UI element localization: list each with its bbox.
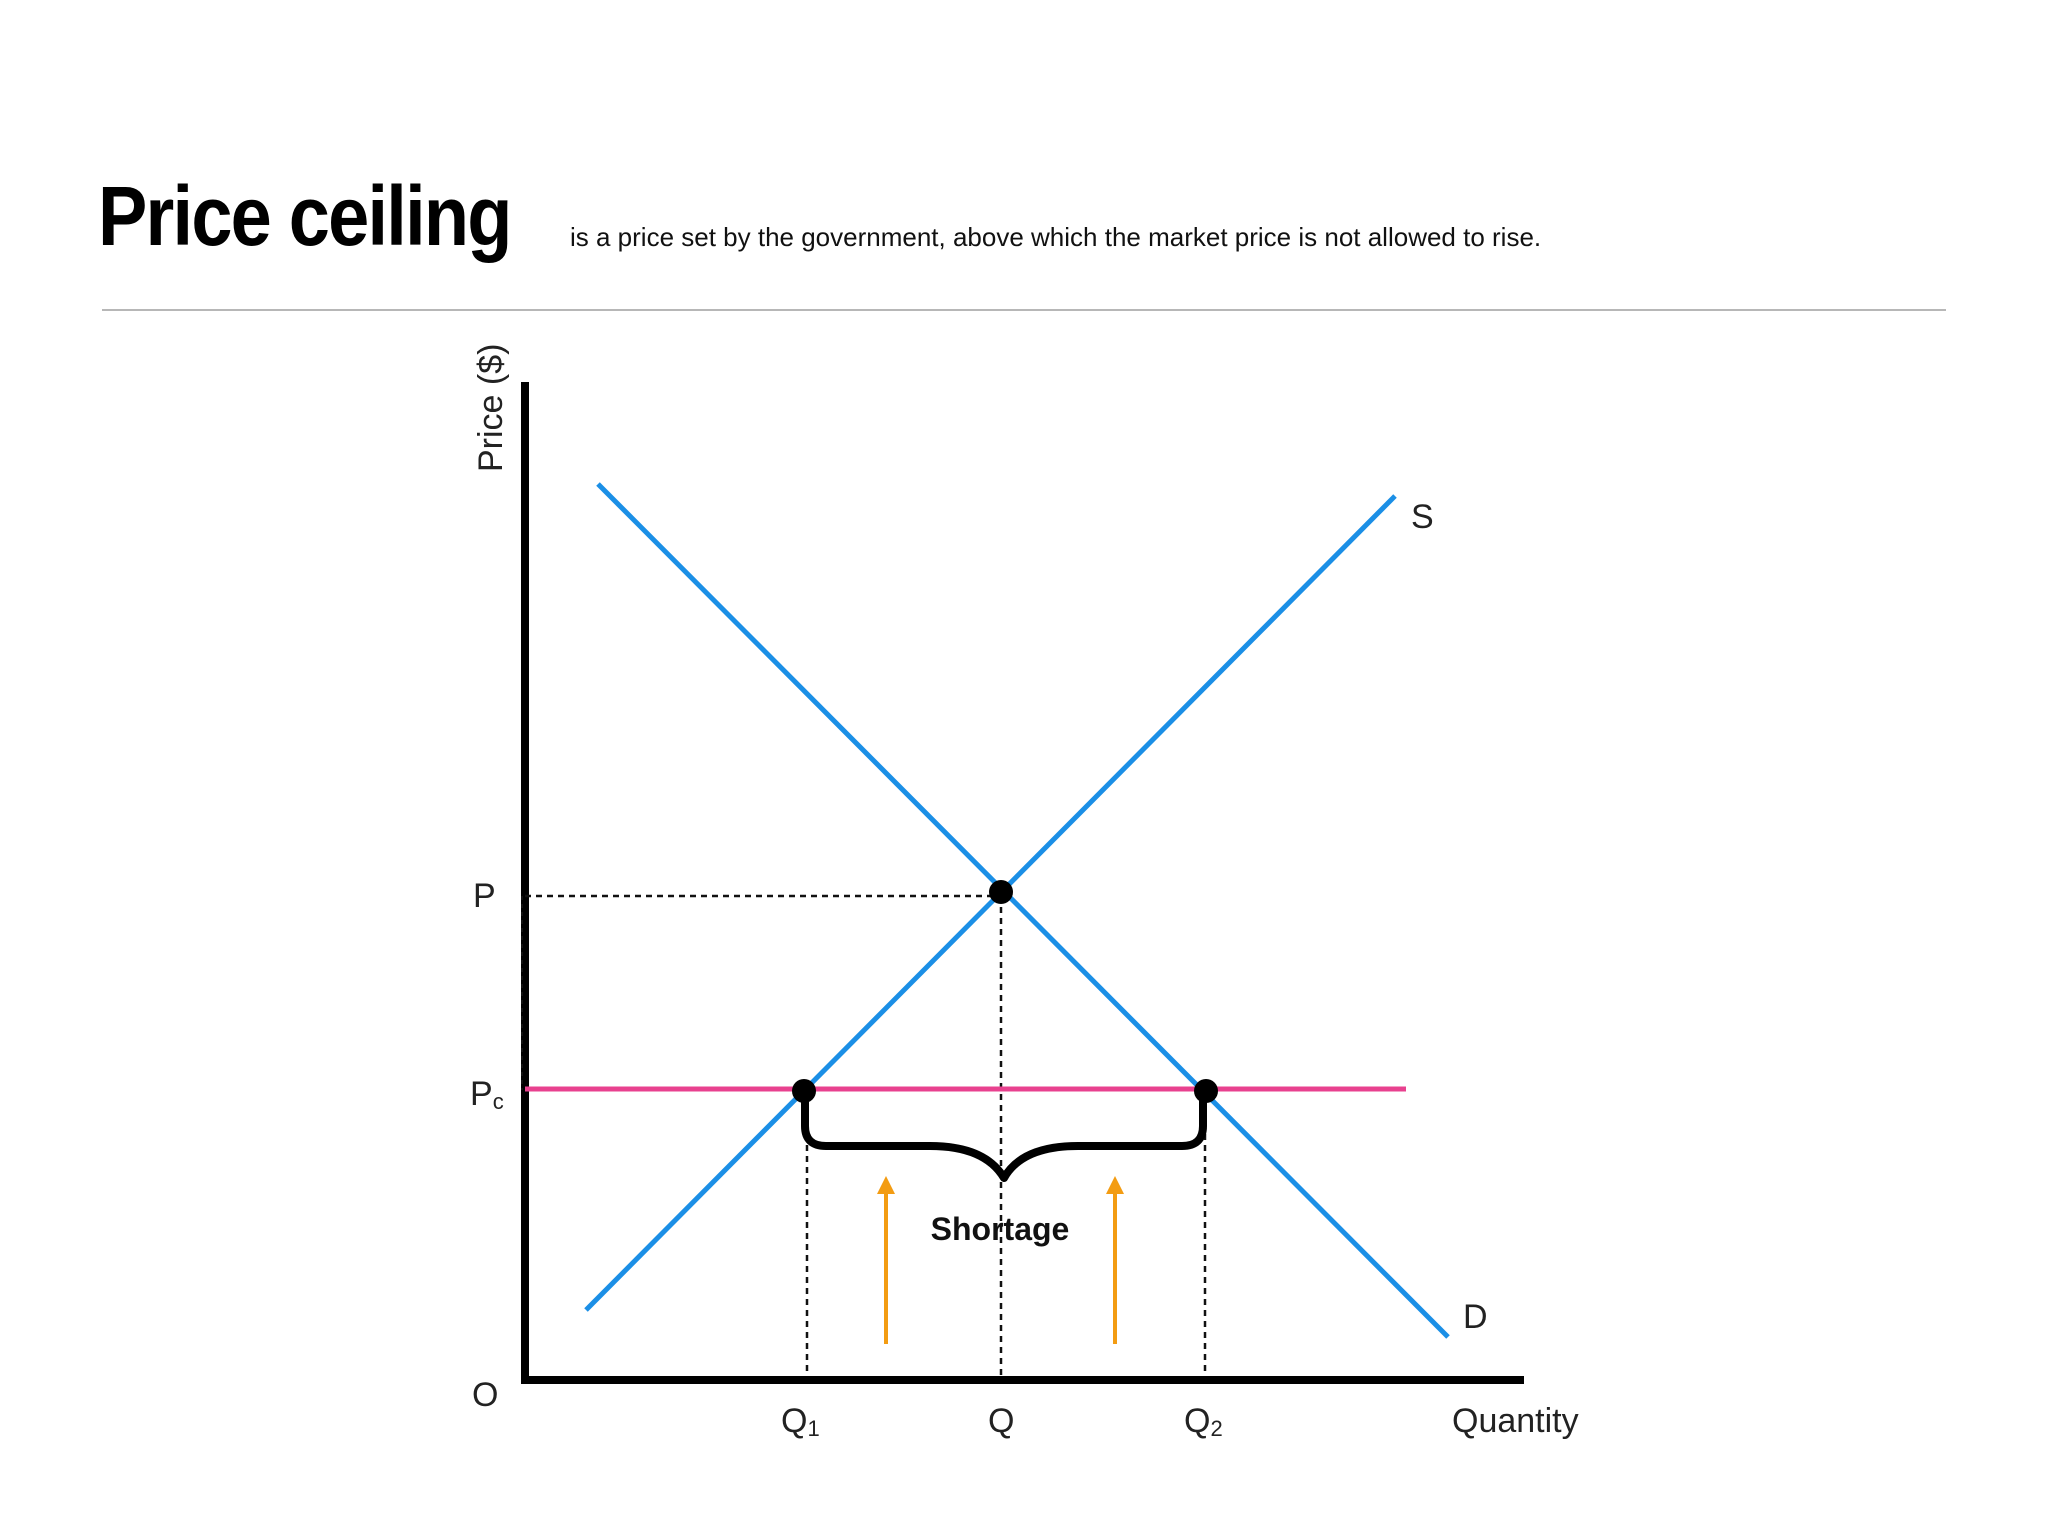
ceiling-price-label: Pc — [470, 1075, 504, 1114]
ceiling-price-label-sub: c — [493, 1089, 504, 1114]
header-divider — [102, 309, 1946, 311]
upward-arrowhead-right — [1106, 1176, 1124, 1194]
demand-curve — [596, 482, 1450, 1339]
shortage-brace — [801, 1087, 1207, 1182]
origin-label: O — [472, 1376, 498, 1414]
q1-label-sub: 1 — [807, 1416, 819, 1441]
q2-label-sub: 2 — [1210, 1416, 1222, 1441]
q2-ceiling-point — [1194, 1079, 1218, 1103]
page-subtitle: is a price set by the government, above … — [570, 222, 1542, 252]
q1-label-main: Q — [781, 1402, 807, 1440]
supply-curve — [584, 494, 1397, 1312]
y-axis-label: Price ($) — [472, 344, 510, 472]
upward-arrowhead-left — [877, 1176, 895, 1194]
ceiling-price-label-main: P — [470, 1075, 493, 1113]
supply-curve-label: S — [1411, 498, 1434, 536]
page-title: Price ceiling — [98, 169, 512, 263]
q2-label: Q2 — [1184, 1402, 1223, 1441]
demand-curve-label: D — [1463, 1298, 1488, 1336]
q1-label: Q1 — [781, 1402, 820, 1441]
equilibrium-price-label: P — [473, 877, 496, 915]
equilibrium-point — [989, 880, 1013, 904]
x-axis-label: Quantity — [1452, 1402, 1579, 1440]
q2-label-main: Q — [1184, 1402, 1210, 1440]
q-label: Q — [988, 1402, 1014, 1440]
q1-ceiling-point — [792, 1079, 816, 1103]
shortage-label: Shortage — [931, 1211, 1070, 1247]
